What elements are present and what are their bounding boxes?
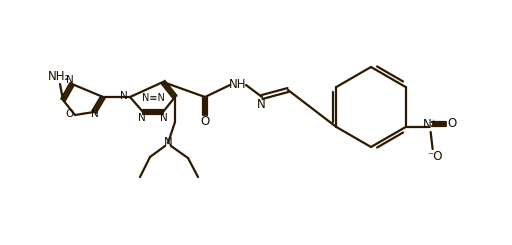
Text: N: N xyxy=(160,113,168,123)
Text: N: N xyxy=(138,113,146,123)
Text: N: N xyxy=(164,136,173,149)
Text: N: N xyxy=(91,109,99,119)
Text: O: O xyxy=(200,115,209,128)
Text: N⁺: N⁺ xyxy=(423,119,438,132)
Text: N: N xyxy=(120,91,128,101)
Text: N≡N: N≡N xyxy=(141,93,164,103)
Text: N: N xyxy=(66,75,74,85)
Text: O: O xyxy=(66,109,74,119)
Text: N: N xyxy=(257,98,265,110)
Text: ⁻O: ⁻O xyxy=(427,149,442,162)
Text: NH: NH xyxy=(229,78,247,91)
Text: NH₂: NH₂ xyxy=(48,70,70,83)
Text: O: O xyxy=(447,118,456,131)
